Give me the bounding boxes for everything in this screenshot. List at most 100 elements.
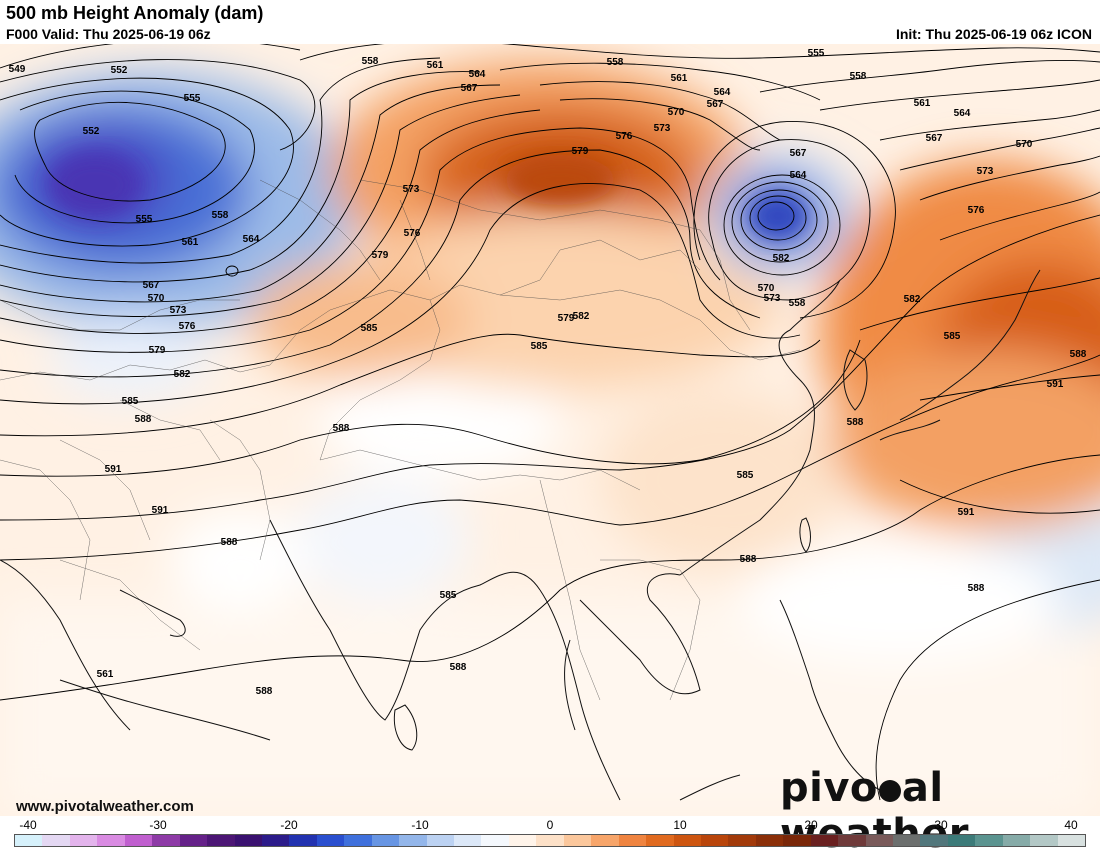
contour-label: 564 bbox=[790, 170, 807, 181]
contour-label: 564 bbox=[469, 69, 486, 80]
colorbar-swatch bbox=[563, 835, 592, 846]
contour-label: 555 bbox=[808, 48, 825, 59]
contour-label: 588 bbox=[333, 423, 350, 434]
contour-label: 588 bbox=[847, 417, 864, 428]
colorbar-swatch bbox=[42, 835, 70, 846]
colorbar-swatch bbox=[289, 835, 317, 846]
colorbar-swatch bbox=[97, 835, 125, 846]
contour-label: 588 bbox=[450, 662, 467, 673]
contour-label: 558 bbox=[850, 71, 867, 82]
contour-label: 573 bbox=[764, 293, 781, 304]
colorbar-swatch bbox=[646, 835, 674, 846]
contour-label: 585 bbox=[531, 341, 548, 352]
anomaly-map[interactable]: 549 552 555 552 555 558 561 564 567 570 573 576 579 5… bbox=[0, 44, 1100, 816]
colorbar-tick-label: -40 bbox=[19, 818, 37, 832]
contour-label: 591 bbox=[152, 505, 169, 516]
contour-label: 555 bbox=[136, 214, 153, 225]
colorbar-swatch bbox=[69, 835, 98, 846]
contour-label: 582 bbox=[573, 311, 590, 322]
contour-label: 588 bbox=[221, 537, 238, 548]
country-borders bbox=[0, 179, 801, 701]
colorbar-swatch bbox=[481, 835, 509, 846]
contour-label: 564 bbox=[243, 234, 260, 245]
init-time: Init: Thu 2025-06-19 06z ICON bbox=[895, 26, 1092, 42]
contour-label: 582 bbox=[773, 253, 790, 264]
colorbar-tick-label: 0 bbox=[546, 818, 554, 832]
contour-label: 579 bbox=[149, 345, 166, 356]
colorbar-swatch bbox=[536, 835, 564, 846]
contour-label: 585 bbox=[440, 590, 457, 601]
contour-label: 570 bbox=[758, 283, 775, 294]
contour-label: 558 bbox=[212, 210, 229, 221]
colorbar-swatch bbox=[454, 835, 482, 846]
colorbar-swatch bbox=[728, 835, 756, 846]
contour-label: 591 bbox=[1047, 379, 1064, 390]
colorbar-swatch bbox=[591, 835, 619, 846]
contour-label: 555 bbox=[184, 93, 201, 104]
colorbar-swatch bbox=[261, 835, 290, 846]
contour-label: 573 bbox=[977, 166, 994, 177]
contour-label: 591 bbox=[105, 464, 122, 475]
map-title: 500 mb Height Anomaly (dam) bbox=[6, 3, 264, 23]
contour-label: 588 bbox=[135, 414, 152, 425]
contour-label: 558 bbox=[362, 56, 379, 67]
colorbar-swatch bbox=[15, 835, 43, 846]
contour-label: 552 bbox=[111, 65, 128, 76]
contour-label: 573 bbox=[170, 305, 187, 316]
contour-label: 570 bbox=[148, 293, 165, 304]
contour-label: 558 bbox=[789, 298, 806, 309]
colorbar-swatch bbox=[179, 835, 208, 846]
contour-label: 585 bbox=[944, 331, 961, 342]
contour-label: 579 bbox=[558, 313, 575, 324]
contour-label: 588 bbox=[740, 554, 757, 565]
contour-label: 567 bbox=[461, 83, 478, 94]
map-header: 500 mb Height Anomaly (dam) F000 Valid: … bbox=[0, 0, 1100, 44]
contour-label: 579 bbox=[372, 250, 389, 261]
contour-label: 561 bbox=[671, 73, 688, 84]
colorbar-swatch bbox=[426, 835, 454, 846]
colorbar-swatch bbox=[399, 835, 427, 846]
contour-label: 564 bbox=[954, 108, 971, 119]
colorbar-swatch bbox=[1057, 835, 1086, 846]
logo-globe-icon bbox=[878, 780, 901, 802]
valid-time: F000 Valid: Thu 2025-06-19 06z bbox=[6, 26, 211, 42]
colorbar-swatch bbox=[1030, 835, 1058, 846]
contour-label: 561 bbox=[427, 60, 444, 71]
colorbar-tick-label: 20 bbox=[804, 818, 818, 832]
colorbar-swatch bbox=[152, 835, 180, 846]
colorbar-tick-label: 10 bbox=[673, 818, 687, 832]
contour-label: 561 bbox=[97, 669, 114, 680]
colorbar-swatch bbox=[1002, 835, 1031, 846]
contour-label: 573 bbox=[654, 123, 671, 134]
contour-label: 579 bbox=[572, 146, 589, 157]
website-url[interactable]: www.pivotalweather.com bbox=[16, 798, 194, 815]
colorbar-swatch bbox=[838, 835, 866, 846]
contour-label: 582 bbox=[174, 369, 191, 380]
colorbar-swatch bbox=[755, 835, 784, 846]
colorbar-tick-label: 40 bbox=[1064, 818, 1078, 832]
colorbar-swatch bbox=[975, 835, 1003, 846]
contour-label: 564 bbox=[714, 87, 731, 98]
colorbar-swatch bbox=[947, 835, 976, 846]
colorbar-swatch bbox=[920, 835, 948, 846]
contour-label: 570 bbox=[668, 107, 685, 118]
contour-label: 576 bbox=[616, 131, 633, 142]
colorbar-swatch bbox=[207, 835, 235, 846]
contour-label: 588 bbox=[256, 686, 273, 697]
colorbar-tick-labels: -40 -30 -20 -10 0 10 20 30 40 bbox=[0, 818, 1100, 834]
contour-label: 561 bbox=[182, 237, 199, 248]
colorbar-tick-label: -10 bbox=[411, 818, 429, 832]
contour-label: 552 bbox=[83, 126, 100, 137]
contour-label: 582 bbox=[904, 294, 921, 305]
contour-label: 567 bbox=[143, 280, 160, 291]
colorbar-swatch bbox=[316, 835, 345, 846]
colorbar-swatch bbox=[371, 835, 400, 846]
contour-label: 576 bbox=[179, 321, 196, 332]
contour-label: 558 bbox=[607, 57, 624, 68]
colorbar-tick-label: -30 bbox=[149, 818, 167, 832]
colorbar-tick-label: -20 bbox=[280, 818, 298, 832]
colorbar-swatch bbox=[618, 835, 647, 846]
colorbar-swatch bbox=[673, 835, 701, 846]
contour-label: 561 bbox=[914, 98, 931, 109]
